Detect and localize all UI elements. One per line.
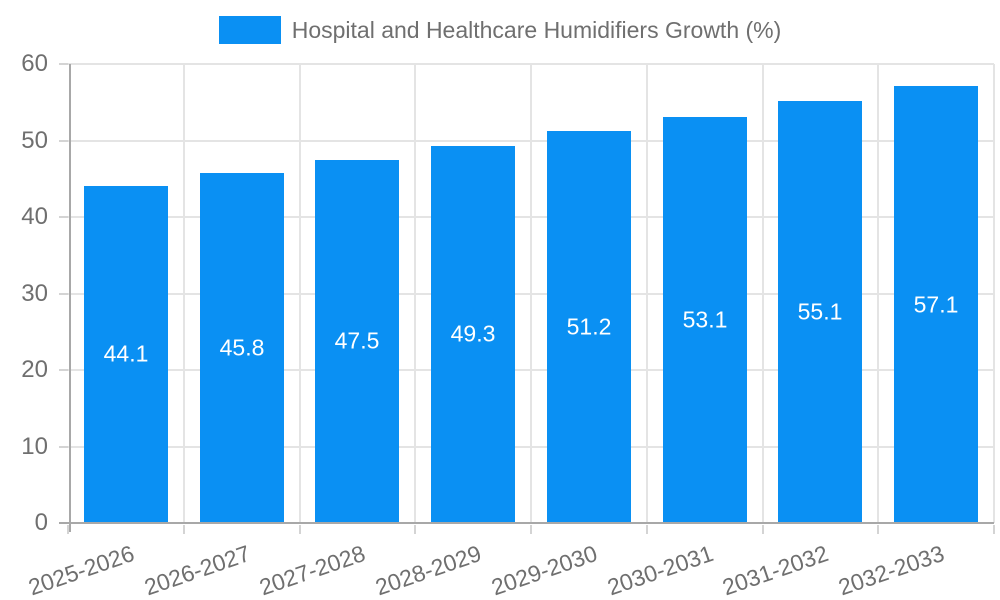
y-axis-tick-label: 60: [21, 50, 48, 77]
v-gridline: [414, 64, 416, 523]
v-gridline: [877, 64, 879, 523]
v-gridline: [762, 64, 764, 523]
bar-value-label: 57.1: [913, 291, 959, 318]
x-axis-tick-label: 2031-2032: [718, 540, 832, 600]
bar: [84, 186, 168, 523]
bar: [431, 146, 515, 523]
legend-label[interactable]: Hospital and Healthcare Humidifiers Grow…: [291, 16, 782, 43]
v-gridline: [646, 64, 648, 523]
x-axis-tick-label: 2028-2029: [371, 540, 485, 600]
y-axis-tick-label: 30: [21, 280, 48, 307]
bar-value-label: 51.2: [566, 313, 612, 340]
v-gridline: [993, 64, 995, 523]
bar: [200, 173, 284, 523]
bar-value-label: 55.1: [797, 298, 843, 325]
x-tick-mark: [877, 525, 879, 534]
x-axis-tick-label: 2025-2026: [24, 540, 138, 600]
x-axis-tick-label: 2029-2030: [487, 540, 601, 600]
x-tick-mark: [530, 525, 532, 534]
bar: [547, 131, 631, 523]
v-gridline: [530, 64, 532, 523]
bar: [894, 86, 978, 523]
y-axis-tick-label: 10: [21, 433, 48, 460]
y-axis-tick-label: 20: [21, 356, 48, 383]
y-tick-mark: [59, 63, 68, 65]
x-axis-tick-label: 2026-2027: [140, 540, 254, 600]
y-tick-mark: [59, 216, 68, 218]
x-axis-tick-label: 2030-2031: [603, 540, 717, 600]
bar-value-label: 49.3: [450, 320, 496, 347]
x-tick-mark: [646, 525, 648, 534]
x-axis-tick-label: 2032-2033: [834, 540, 948, 600]
y-axis-tick-label: 50: [21, 127, 48, 154]
x-tick-mark: [993, 525, 995, 534]
h-gridline: [68, 63, 994, 65]
y-tick-mark: [59, 446, 68, 448]
y-tick-mark: [59, 369, 68, 371]
bar-value-label: 45.8: [219, 334, 265, 361]
x-axis-line: [59, 522, 994, 524]
x-axis-tick-label: 2027-2028: [255, 540, 369, 600]
bar: [315, 160, 399, 523]
x-tick-mark: [762, 525, 764, 534]
y-axis-tick-label: 40: [21, 203, 48, 230]
bar-value-label: 47.5: [334, 327, 380, 354]
bar-value-label: 44.1: [103, 340, 149, 367]
y-axis-line: [69, 64, 71, 532]
y-tick-mark: [59, 293, 68, 295]
legend-swatch[interactable]: [218, 16, 281, 44]
bar: [778, 101, 862, 523]
legend[interactable]: Hospital and Healthcare Humidifiers Grow…: [0, 15, 1000, 45]
x-tick-mark: [67, 525, 69, 534]
y-tick-mark: [59, 140, 68, 142]
x-tick-mark: [183, 525, 185, 534]
v-gridline: [299, 64, 301, 523]
bar: [663, 117, 747, 523]
x-tick-mark: [299, 525, 301, 534]
bar-value-label: 53.1: [682, 306, 728, 333]
x-tick-mark: [414, 525, 416, 534]
y-axis-tick-label: 0: [34, 509, 48, 536]
v-gridline: [183, 64, 185, 523]
